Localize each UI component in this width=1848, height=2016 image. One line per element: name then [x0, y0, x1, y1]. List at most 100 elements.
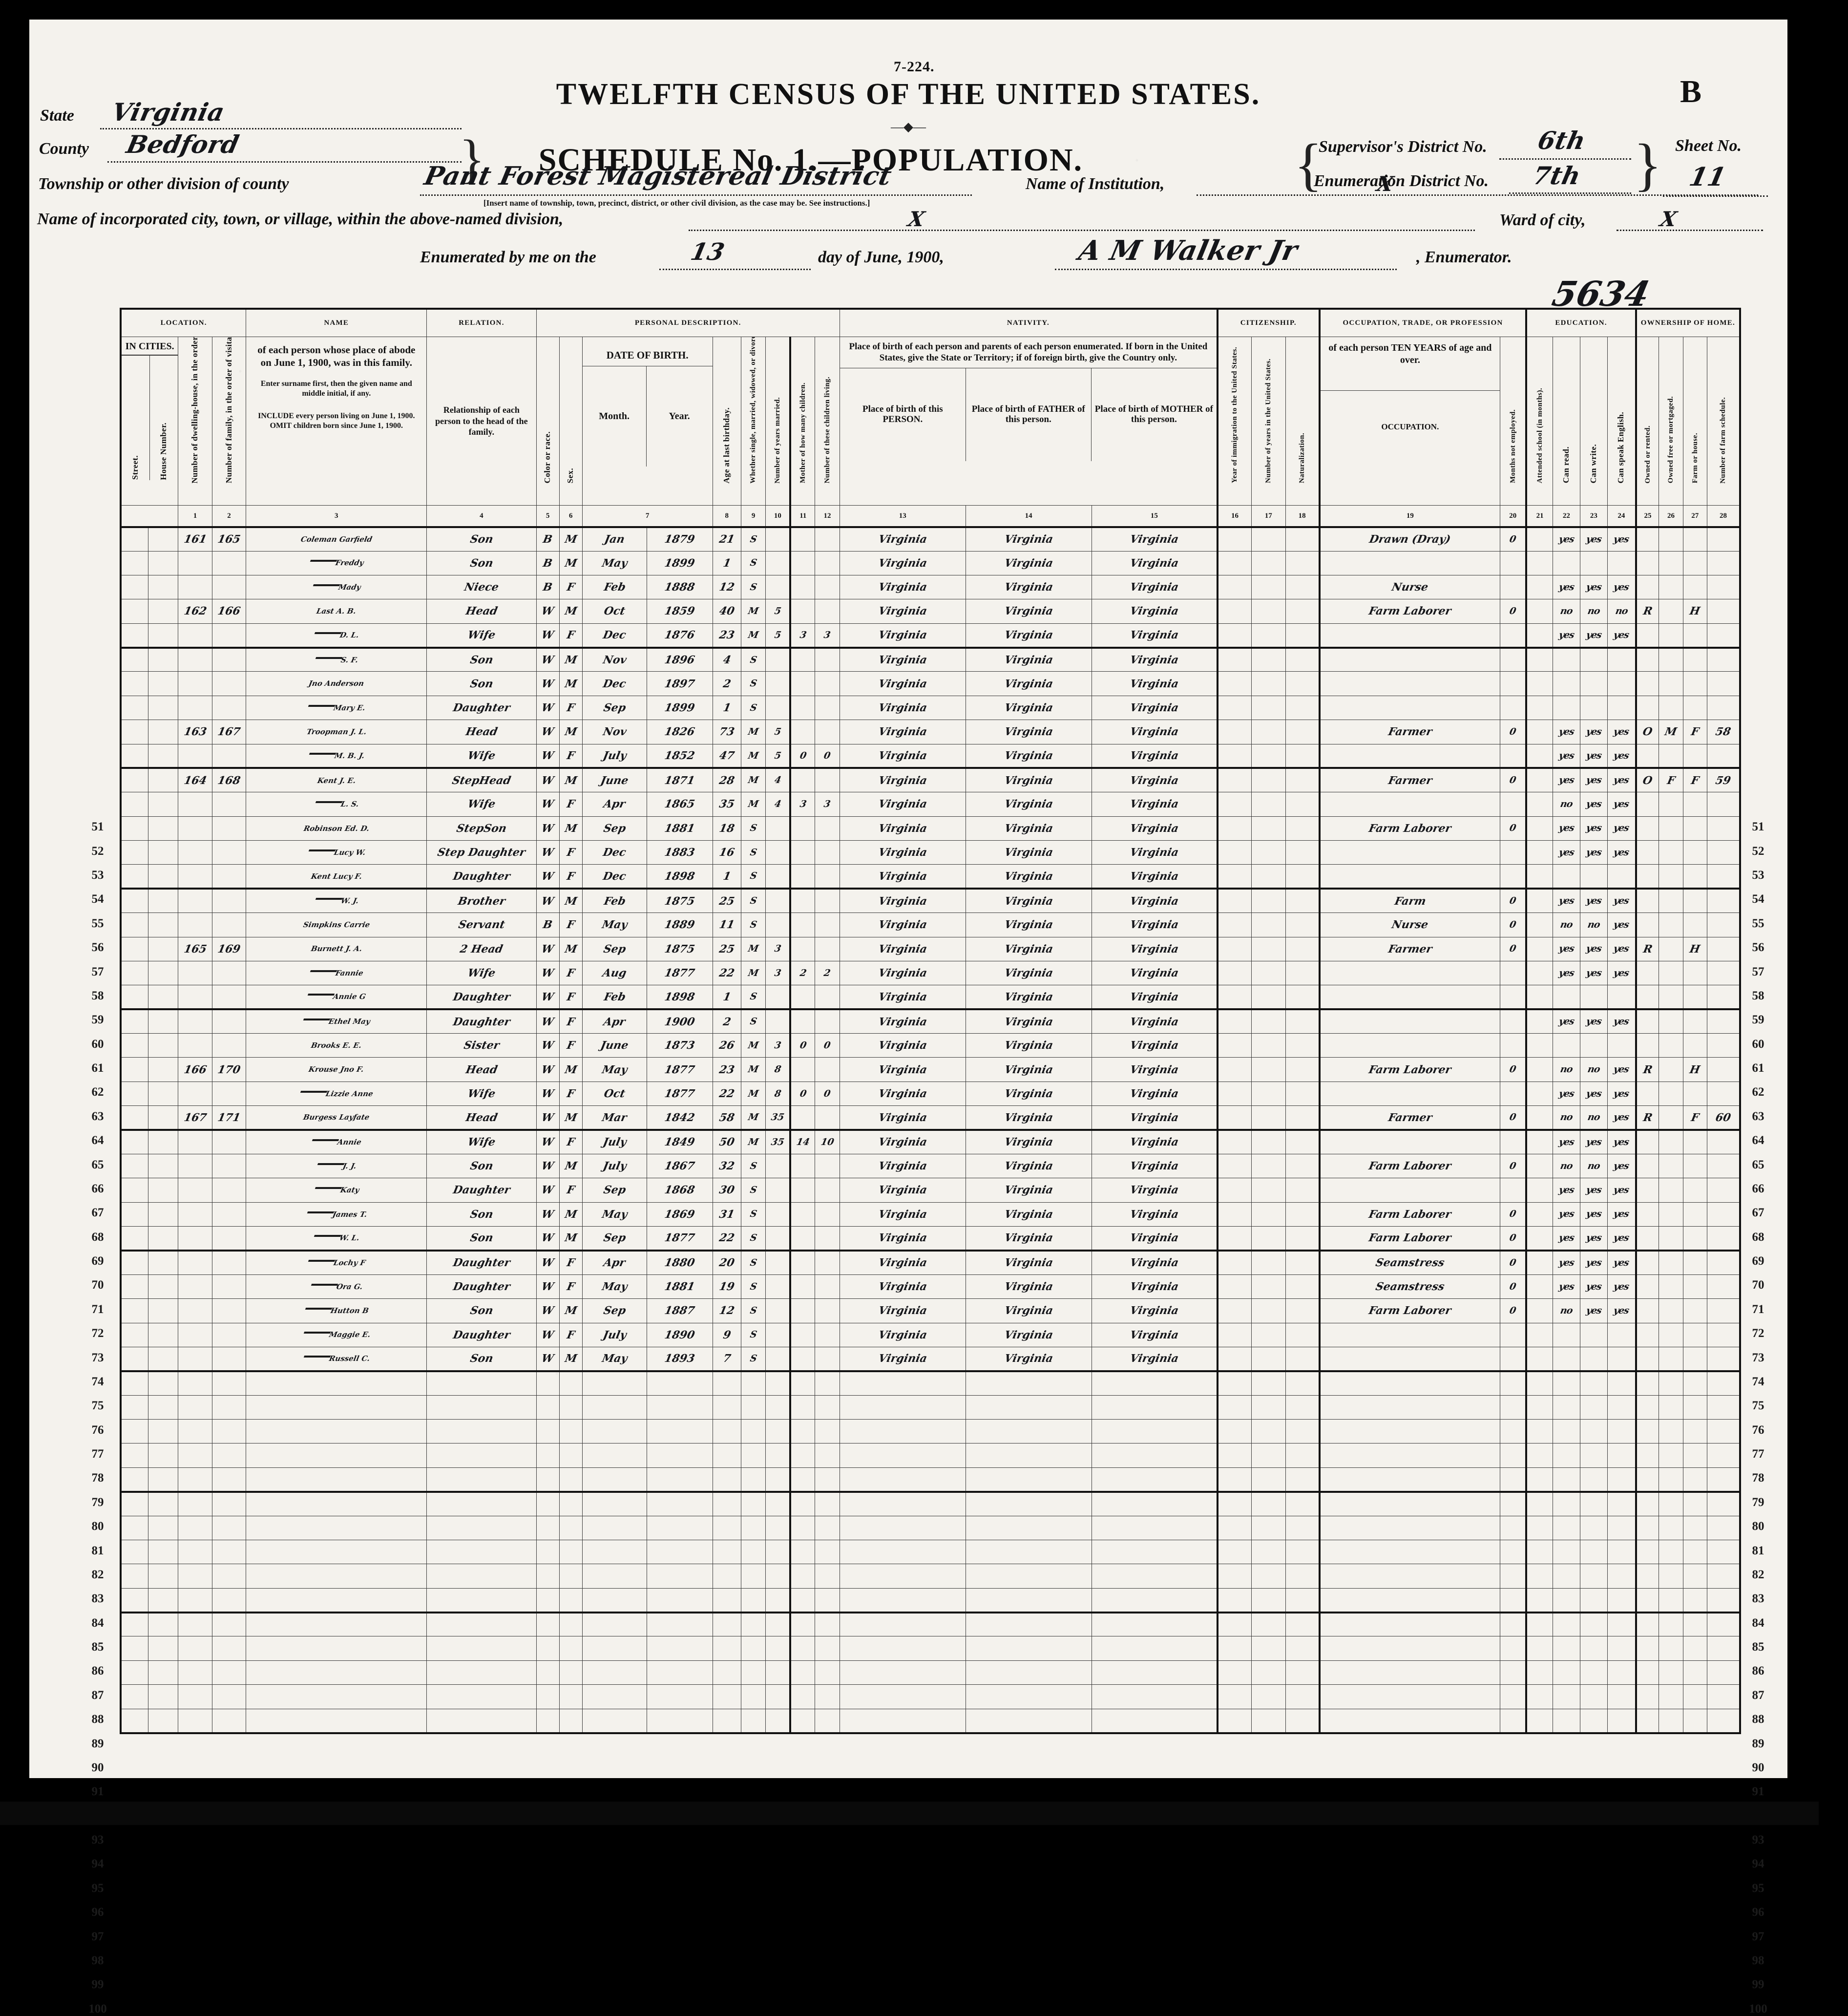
- cell-family-order[interactable]: [212, 1420, 246, 1443]
- cell-years-in-us[interactable]: [1252, 1251, 1286, 1274]
- cell-relation[interactable]: [427, 1685, 536, 1709]
- cell-can-speak-english[interactable]: [1607, 1420, 1636, 1443]
- cell-owned-or-rented[interactable]: [1636, 1540, 1659, 1564]
- cell-name[interactable]: Robinson Ed. D.: [246, 816, 427, 840]
- cell-sex[interactable]: F: [559, 744, 582, 768]
- cell-naturalization[interactable]: [1285, 1034, 1320, 1058]
- cell-children-living[interactable]: [815, 1420, 840, 1443]
- cell-mother-children[interactable]: [790, 551, 815, 575]
- cell-birth-month[interactable]: Sep: [582, 696, 647, 720]
- cell-owned-free-mortgaged[interactable]: [1659, 1588, 1683, 1612]
- cell-mother-children[interactable]: [790, 1009, 815, 1033]
- cell-occupation[interactable]: Drawn (Dray): [1320, 527, 1500, 551]
- cell-farm-or-house[interactable]: [1683, 527, 1707, 551]
- cell-marital[interactable]: S: [741, 1154, 765, 1178]
- cell-can-speak-english[interactable]: [1607, 1323, 1636, 1347]
- cell-owned-or-rented[interactable]: [1636, 1154, 1659, 1178]
- cell-relation[interactable]: Daughter: [427, 1251, 536, 1274]
- cell-age[interactable]: 16: [713, 841, 741, 865]
- cell-age[interactable]: 22: [713, 1227, 741, 1251]
- cell-name[interactable]: J. J.: [246, 1154, 427, 1178]
- cell-occupation[interactable]: [1320, 841, 1500, 865]
- cell-family-order[interactable]: [212, 1323, 246, 1347]
- cell-birth-mother[interactable]: Virginia: [1092, 1009, 1218, 1033]
- cell-can-read[interactable]: yes: [1553, 744, 1580, 768]
- cell-mother-children[interactable]: [790, 1685, 815, 1709]
- cell-children-living[interactable]: [815, 1227, 840, 1251]
- cell-attended-school[interactable]: [1526, 527, 1553, 551]
- cell-farm-schedule[interactable]: [1707, 527, 1740, 551]
- cell-owned-free-mortgaged[interactable]: [1659, 985, 1683, 1009]
- cell-naturalization[interactable]: [1285, 744, 1320, 768]
- cell-marital[interactable]: [741, 1685, 765, 1709]
- cell-birth-person[interactable]: Virginia: [840, 672, 966, 696]
- cell-marital[interactable]: S: [741, 1347, 765, 1371]
- cell-naturalization[interactable]: [1285, 1106, 1320, 1130]
- cell-family-order[interactable]: [212, 1130, 246, 1154]
- cell-owned-free-mortgaged[interactable]: [1659, 792, 1683, 816]
- cell-occupation[interactable]: Seamstress: [1320, 1274, 1500, 1298]
- cell-birth-person[interactable]: Virginia: [840, 841, 966, 865]
- cell-birth-month[interactable]: Apr: [582, 792, 647, 816]
- cell-attended-school[interactable]: [1526, 1613, 1553, 1636]
- cell-occupation[interactable]: [1320, 696, 1500, 720]
- cell-family-order[interactable]: [212, 1154, 246, 1178]
- cell-can-speak-english[interactable]: [1607, 1516, 1636, 1540]
- cell-dwelling-house[interactable]: [178, 1420, 212, 1443]
- cell-can-read[interactable]: [1553, 1636, 1580, 1660]
- cell-attended-school[interactable]: [1526, 1467, 1553, 1491]
- cell-years-in-us[interactable]: [1252, 1106, 1286, 1130]
- cell-years-in-us[interactable]: [1252, 1443, 1286, 1467]
- cell-age[interactable]: [713, 1564, 741, 1588]
- cell-color-race[interactable]: W: [536, 816, 559, 840]
- cell-attended-school[interactable]: [1526, 913, 1553, 937]
- cell-sex[interactable]: [559, 1685, 582, 1709]
- cell-birth-mother[interactable]: [1092, 1516, 1218, 1540]
- cell-color-race[interactable]: [536, 1395, 559, 1419]
- cell-owned-or-rented[interactable]: [1636, 1467, 1659, 1491]
- cell-children-living[interactable]: [815, 1299, 840, 1323]
- cell-mother-children[interactable]: [790, 1613, 815, 1636]
- cell-year-immigration[interactable]: [1218, 1588, 1252, 1612]
- cell-dwelling-house[interactable]: [178, 575, 212, 599]
- cell-years-in-us[interactable]: [1252, 744, 1286, 768]
- cell-sex[interactable]: F: [559, 985, 582, 1009]
- cell-can-write[interactable]: yes: [1580, 1202, 1607, 1226]
- cell-street[interactable]: [121, 720, 148, 744]
- cell-occupation[interactable]: [1320, 1540, 1500, 1564]
- cell-can-write[interactable]: yes: [1580, 1227, 1607, 1251]
- cell-marital[interactable]: S: [741, 575, 765, 599]
- cell-sex[interactable]: [559, 1443, 582, 1467]
- cell-children-living[interactable]: [815, 985, 840, 1009]
- cell-house-number[interactable]: [148, 1299, 178, 1323]
- cell-birth-father[interactable]: Virginia: [966, 937, 1092, 961]
- cell-age[interactable]: [713, 1660, 741, 1684]
- cell-age[interactable]: 26: [713, 1034, 741, 1058]
- cell-marital[interactable]: M: [741, 1034, 765, 1058]
- table-row[interactable]: [121, 1540, 1740, 1564]
- cell-birth-year[interactable]: 1879: [647, 527, 713, 551]
- cell-house-number[interactable]: [148, 961, 178, 985]
- cell-children-living[interactable]: [815, 1371, 840, 1395]
- cell-age[interactable]: 25: [713, 937, 741, 961]
- cell-birth-person[interactable]: [840, 1709, 966, 1733]
- cell-relation[interactable]: Son: [427, 527, 536, 551]
- cell-years-in-us[interactable]: [1252, 1009, 1286, 1033]
- cell-years-in-us[interactable]: [1252, 1660, 1286, 1684]
- cell-months-not-employed[interactable]: [1500, 1540, 1527, 1564]
- cell-year-immigration[interactable]: [1218, 1636, 1252, 1660]
- cell-birth-month[interactable]: July: [582, 1154, 647, 1178]
- cell-street[interactable]: [121, 1371, 148, 1395]
- cell-birth-year[interactable]: 1842: [647, 1106, 713, 1130]
- cell-can-speak-english[interactable]: [1607, 1034, 1636, 1058]
- cell-sex[interactable]: F: [559, 1009, 582, 1033]
- cell-months-not-employed[interactable]: [1500, 961, 1527, 985]
- cell-attended-school[interactable]: [1526, 1202, 1553, 1226]
- cell-farm-or-house[interactable]: H: [1683, 937, 1707, 961]
- cell-farm-schedule[interactable]: [1707, 599, 1740, 623]
- cell-age[interactable]: 20: [713, 1251, 741, 1274]
- cell-birth-month[interactable]: Aug: [582, 961, 647, 985]
- cell-dwelling-house[interactable]: [178, 1082, 212, 1105]
- cell-can-speak-english[interactable]: yes: [1607, 1251, 1636, 1274]
- cell-age[interactable]: 21: [713, 527, 741, 551]
